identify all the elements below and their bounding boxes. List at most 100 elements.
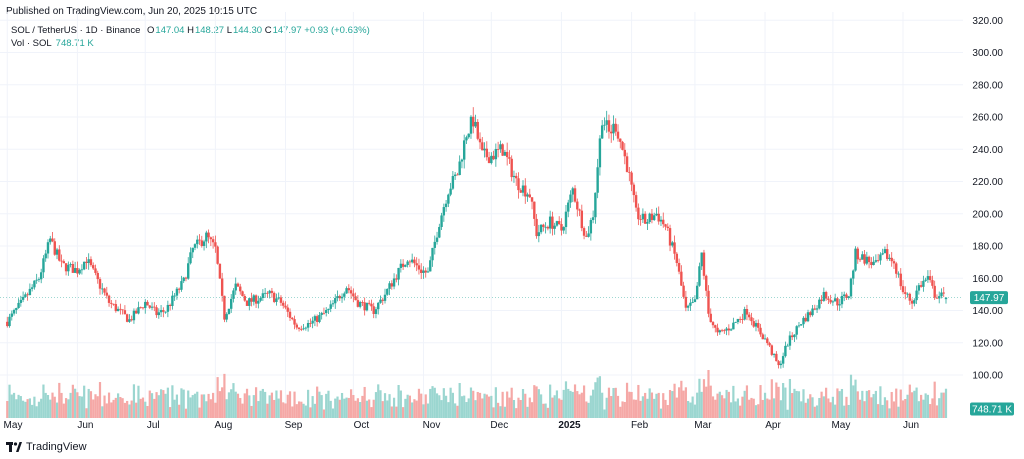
candle-body[interactable] — [451, 176, 455, 189]
candle-body[interactable] — [449, 188, 452, 195]
candle-body[interactable] — [874, 260, 878, 262]
candle-body[interactable] — [306, 323, 310, 328]
candle-body[interactable] — [910, 300, 914, 304]
candle-body[interactable] — [879, 254, 882, 261]
candle-body[interactable] — [363, 302, 366, 311]
candle-body[interactable] — [831, 301, 835, 303]
candle-body[interactable] — [336, 296, 339, 299]
candle-body[interactable] — [906, 293, 909, 295]
candle-body[interactable] — [639, 219, 642, 221]
candle-body[interactable] — [515, 175, 518, 179]
candle-body[interactable] — [180, 281, 183, 290]
candle-body[interactable] — [268, 290, 271, 294]
candle-body[interactable] — [619, 138, 622, 142]
candle-body[interactable] — [374, 309, 378, 314]
candle-body[interactable] — [157, 312, 161, 316]
candle-body[interactable] — [476, 121, 479, 139]
candle-body[interactable] — [24, 294, 27, 297]
candle-body[interactable] — [598, 138, 602, 168]
candle-body[interactable] — [349, 290, 353, 294]
candle-body[interactable] — [571, 188, 574, 195]
candle-body[interactable] — [6, 321, 9, 327]
candle-body[interactable] — [216, 246, 219, 264]
candle-body[interactable] — [745, 309, 749, 315]
candle-body[interactable] — [352, 293, 355, 297]
candle-body[interactable] — [614, 123, 617, 132]
candle-body[interactable] — [863, 254, 866, 264]
candle-body[interactable] — [334, 298, 337, 304]
candle-body[interactable] — [852, 270, 855, 279]
candle-body[interactable] — [103, 288, 106, 293]
candle-body[interactable] — [695, 285, 699, 300]
candle-body[interactable] — [144, 301, 147, 309]
candle-body[interactable] — [243, 296, 246, 301]
candle-body[interactable] — [291, 317, 294, 320]
candle-body[interactable] — [560, 224, 563, 231]
candle-body[interactable] — [164, 311, 167, 313]
candle-body[interactable] — [655, 213, 658, 216]
candle-body[interactable] — [811, 308, 814, 316]
candle-body[interactable] — [840, 295, 844, 305]
candle-body[interactable] — [426, 271, 430, 273]
candle-body[interactable] — [641, 213, 645, 220]
candle-body[interactable] — [723, 330, 726, 332]
candle-body[interactable] — [772, 353, 776, 355]
candle-body[interactable] — [580, 210, 584, 229]
candle-body[interactable] — [162, 310, 165, 312]
candle-body[interactable] — [616, 131, 620, 139]
candle-body[interactable] — [901, 286, 905, 293]
candle-body[interactable] — [469, 116, 473, 134]
candle-body[interactable] — [919, 285, 923, 287]
candle-body[interactable] — [309, 323, 312, 324]
candle-body[interactable] — [71, 264, 75, 273]
candle-body[interactable] — [684, 296, 688, 308]
candle-body[interactable] — [926, 276, 930, 280]
candle-body[interactable] — [600, 125, 604, 139]
candle-body[interactable] — [734, 322, 737, 323]
candle-body[interactable] — [80, 269, 84, 271]
candle-body[interactable] — [736, 318, 740, 323]
candle-body[interactable] — [282, 302, 285, 306]
candle-body[interactable] — [544, 226, 547, 228]
candle-body[interactable] — [666, 226, 669, 229]
candle-body[interactable] — [553, 225, 556, 229]
candle-body[interactable] — [270, 290, 274, 293]
candle-body[interactable] — [300, 328, 303, 330]
candle-body[interactable] — [759, 327, 762, 335]
candle-body[interactable] — [610, 131, 613, 134]
candle-body[interactable] — [248, 298, 251, 306]
candle-body[interactable] — [105, 292, 108, 296]
candle-body[interactable] — [417, 265, 421, 270]
candle-body[interactable] — [211, 239, 215, 243]
candle-body[interactable] — [698, 266, 701, 286]
candle-body[interactable] — [159, 310, 163, 313]
candle-body[interactable] — [453, 174, 457, 177]
candle-body[interactable] — [320, 312, 323, 315]
candle-body[interactable] — [388, 283, 391, 289]
candle-body[interactable] — [284, 305, 287, 308]
candle-body[interactable] — [664, 224, 667, 227]
candle-body[interactable] — [637, 207, 640, 220]
candle-body[interactable] — [779, 363, 783, 366]
candle-body[interactable] — [849, 278, 853, 297]
candle-body[interactable] — [356, 300, 360, 307]
candle-body[interactable] — [137, 307, 140, 314]
candle-body[interactable] — [686, 305, 690, 308]
candle-body[interactable] — [444, 203, 448, 208]
candle-body[interactable] — [358, 302, 362, 307]
candle-body[interactable] — [562, 227, 565, 231]
candle-body[interactable] — [114, 304, 118, 312]
candle-body[interactable] — [460, 159, 464, 162]
candle-body[interactable] — [573, 188, 577, 202]
candle-body[interactable] — [940, 292, 943, 297]
candle-body[interactable] — [888, 257, 891, 259]
candle-body[interactable] — [478, 138, 482, 143]
volume-label[interactable]: Vol · SOL — [11, 38, 52, 49]
candle-body[interactable] — [750, 317, 753, 322]
candle-body[interactable] — [564, 211, 568, 228]
candle-body[interactable] — [718, 330, 721, 333]
candle-body[interactable] — [485, 148, 489, 158]
candle-body[interactable] — [78, 269, 81, 274]
candle-body[interactable] — [481, 142, 484, 151]
candle-body[interactable] — [209, 237, 213, 240]
